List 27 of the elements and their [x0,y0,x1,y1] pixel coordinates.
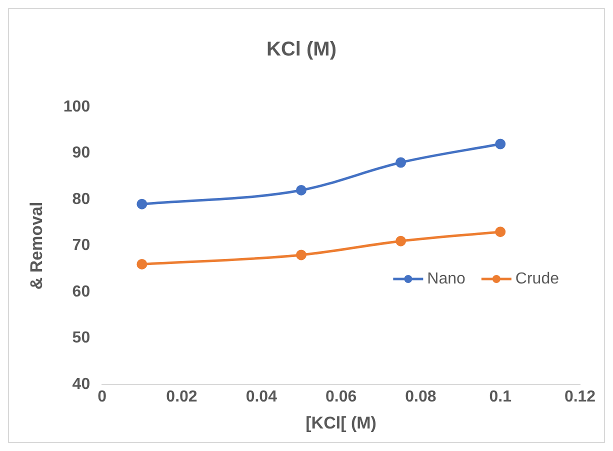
x-tick-label: 0.02 [166,388,198,406]
point [495,138,506,150]
legend-label: Crude [515,270,560,288]
point [495,226,506,238]
point [396,236,406,246]
x-tick-label: 0.1 [489,388,512,406]
y-tick-label: 100 [63,98,90,116]
y-tick-label: 70 [72,237,90,254]
y-tick-label: 40 [72,376,90,393]
x-tick-label: 0 [98,388,107,406]
x-tick-label: 0.08 [405,388,436,406]
chart-title: KCl (M) [266,38,336,61]
point [296,184,306,196]
y-tick-label: 80 [72,190,90,208]
x-tick-label: 0.04 [246,388,278,406]
y-tick-label: 60 [72,283,90,300]
y-axis-title: & Removal [26,202,46,290]
legend-label: Nano [427,270,466,288]
point [136,258,148,270]
x-tick-label: 0.12 [564,388,596,406]
point [136,198,148,210]
y-tick-label: 90 [72,144,90,162]
x-axis-title: [KCl[ (M) [306,413,376,432]
point [396,157,406,168]
x-tick-label: 0.06 [325,388,357,406]
point [296,250,306,260]
y-tick-label: 50 [72,330,90,347]
